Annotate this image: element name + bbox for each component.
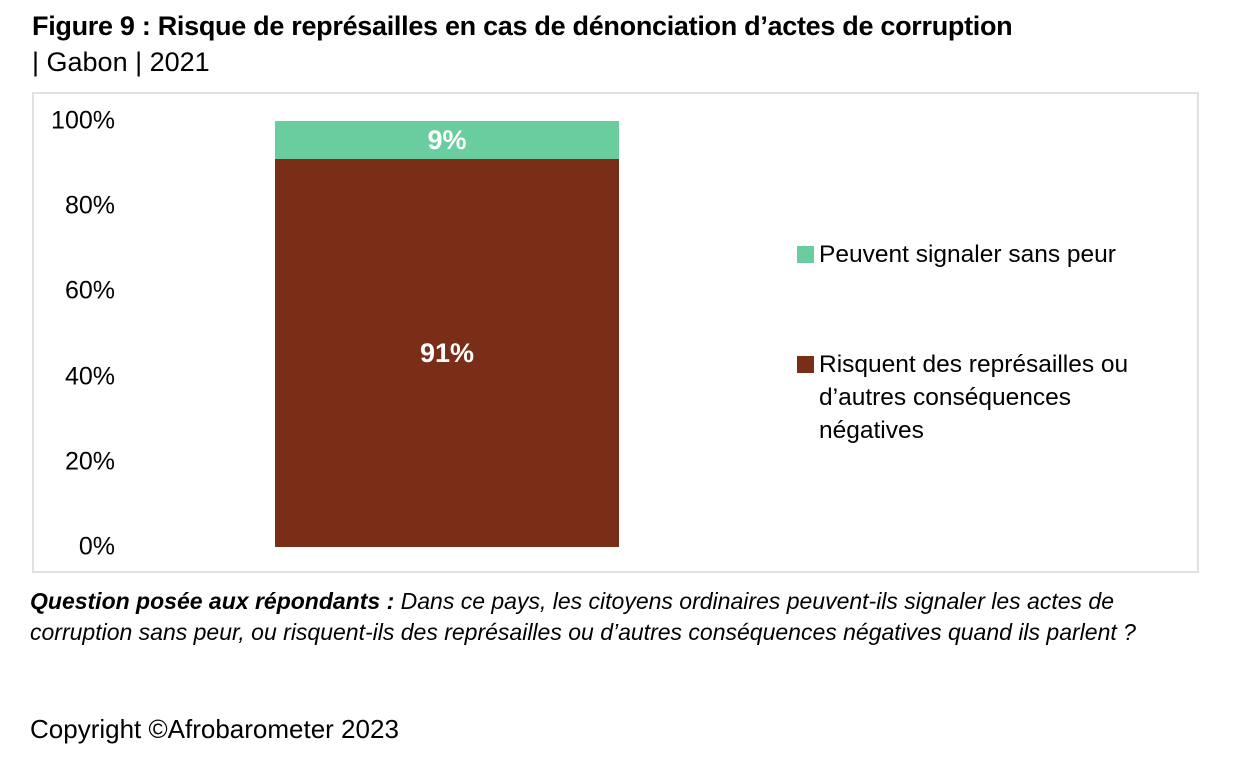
- bar-value-label-1: 9%: [427, 124, 467, 155]
- legend-label-2: Risquent des représailles ou d’autres co…: [819, 351, 1129, 444]
- question-footnote-body: Dans ce pays, les citoyens ordinaires pe…: [30, 588, 1136, 645]
- bar-segment-1: 9%: [275, 121, 619, 160]
- legend-marker-2: [797, 356, 814, 373]
- bar-segment-2: 91%: [275, 159, 619, 547]
- question-footnote: Question posée aux répondants : Dans ce …: [30, 586, 1218, 648]
- y-tick-label-100pct: 100%: [51, 106, 115, 135]
- figure-title-line1: Figure 9 : Risque de représailles en cas…: [32, 11, 1013, 41]
- y-tick-label-80pct: 80%: [64, 191, 115, 220]
- stacked-bar: 9% 91%: [275, 121, 619, 547]
- figure-title-line2: | Gabon | 2021: [32, 47, 210, 77]
- legend-item-2: Risquent des représailles ou d’autres co…: [797, 348, 1128, 447]
- y-tick-label-20pct: 20%: [64, 447, 115, 476]
- legend-label-1: Peuvent signaler sans peur: [819, 241, 1116, 268]
- chart-plot-area: 0% 20% 40% 60% 80% 100% 9% 91% Peuvent signale…: [32, 92, 1199, 573]
- question-footnote-lead: Question posée aux répondants :: [30, 588, 395, 614]
- copyright-line: Copyright ©Afrobarometer 2023: [30, 714, 399, 744]
- legend-marker-1: [797, 246, 814, 263]
- legend: Peuvent signaler sans peur Risquent des …: [797, 238, 1128, 447]
- y-axis: 0% 20% 40% 60% 80% 100%: [34, 108, 115, 559]
- y-tick-label-40pct: 40%: [64, 362, 115, 391]
- legend-item-1: Peuvent signaler sans peur: [797, 238, 1128, 271]
- y-tick-label-60pct: 60%: [64, 276, 115, 305]
- figure-title: Figure 9 : Risque de représailles en cas…: [32, 8, 1202, 80]
- y-tick-label-0pct: 0%: [78, 532, 115, 561]
- bar-value-label-2: 91%: [419, 337, 475, 368]
